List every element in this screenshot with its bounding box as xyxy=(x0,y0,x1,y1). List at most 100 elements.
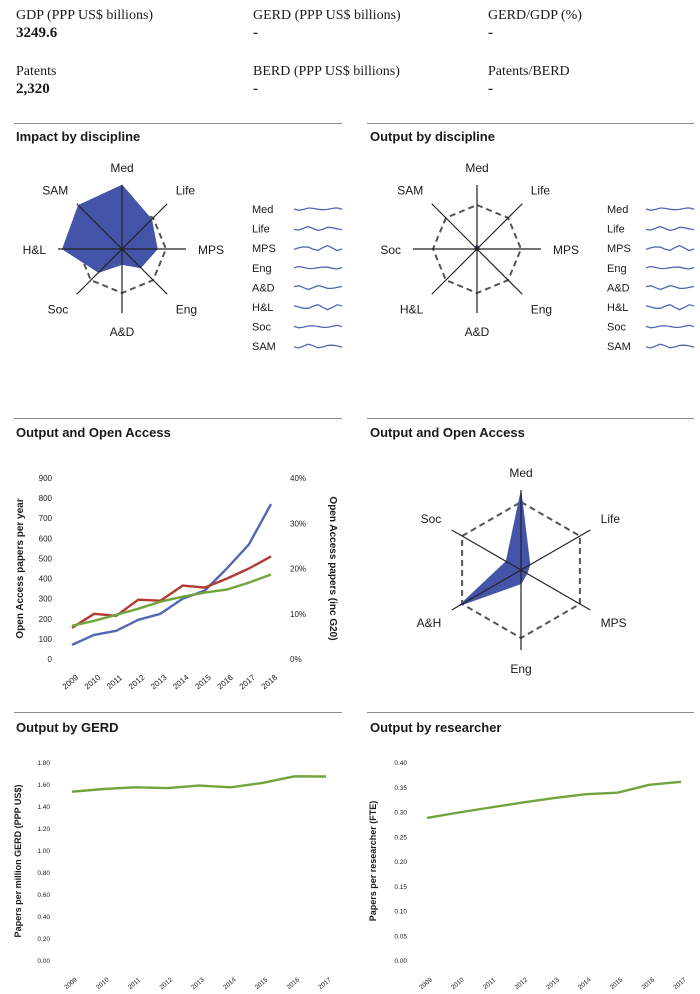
y-tick-label: 500 xyxy=(39,554,53,563)
y-tick-label: 1.00 xyxy=(37,848,50,855)
x-tick-label: 2017 xyxy=(672,976,688,991)
trend-sparkline xyxy=(293,207,343,211)
x-tick-label: 2016 xyxy=(285,976,301,991)
x-tick-label: 2011 xyxy=(127,976,143,991)
y-tick-label: 0.40 xyxy=(37,914,50,921)
radar-label-mps: MPS xyxy=(553,243,579,257)
radar-label-mps: MPS xyxy=(198,243,224,257)
trend-label-soc: Soc xyxy=(607,322,626,334)
stat-gdp: GDP (PPP US$ billions) 3249.6 xyxy=(16,8,153,42)
trend-label-sam: SAM xyxy=(252,341,276,353)
y-tick-label: 0.15 xyxy=(394,884,407,891)
y2-tick-label: 20% xyxy=(290,565,306,574)
radar-label-med: Med xyxy=(465,161,488,175)
y-tick-label: 900 xyxy=(39,474,53,483)
stat-patents-berd-label: Patents/BERD xyxy=(488,64,570,79)
x-tick-label: 2016 xyxy=(215,673,235,692)
y-tick-label: 100 xyxy=(39,635,53,644)
radar-label-med: Med xyxy=(509,466,532,480)
y-tick-label: 0.25 xyxy=(394,834,407,841)
radar-axis xyxy=(121,248,168,295)
stat-gerd-gdp: GERD/GDP (%) - xyxy=(488,8,582,42)
trend-sparkline xyxy=(293,265,343,270)
divider xyxy=(367,418,694,419)
y-tick-label: 0 xyxy=(48,655,53,664)
radar-label-life: Life xyxy=(531,183,551,197)
radar-label-eng: Eng xyxy=(176,303,197,317)
trend-label-life: Life xyxy=(252,224,270,236)
stat-patents-berd: Patents/BERD - xyxy=(488,64,570,98)
y2-tick-label: 30% xyxy=(290,519,306,528)
trend-sparkline xyxy=(293,304,343,311)
divider xyxy=(14,418,342,419)
radar-label-life: Life xyxy=(176,183,196,197)
x-tick-label: 2013 xyxy=(545,976,561,991)
section-title-oa-radar: Output and Open Access xyxy=(370,425,525,440)
radar-label-mps: MPS xyxy=(601,616,627,630)
stat-berd: BERD (PPP US$ billions) - xyxy=(253,64,400,98)
trend-sparkline xyxy=(293,284,343,291)
radar-label-life: Life xyxy=(601,512,621,526)
trend-label-eng: Eng xyxy=(607,263,627,275)
y-tick-label: 800 xyxy=(39,494,53,503)
radar-label-sam: SAM xyxy=(397,183,423,197)
x-tick-label: 2016 xyxy=(640,976,656,991)
divider xyxy=(14,123,342,124)
radar-label-a-h: A&H xyxy=(417,616,442,630)
stat-gerd-value: - xyxy=(253,25,258,41)
radar-label-a-d: A&D xyxy=(110,325,135,339)
divider xyxy=(14,712,342,713)
trend-label-mps: MPS xyxy=(252,243,276,255)
y2-tick-label: 10% xyxy=(290,610,306,619)
stat-gerd: GERD (PPP US$ billions) - xyxy=(253,8,401,42)
trend-label-med: Med xyxy=(252,204,273,216)
y-tick-label: 0.05 xyxy=(394,933,407,940)
trend-sparkline xyxy=(645,244,695,252)
x-tick-label: 2013 xyxy=(149,673,169,692)
x-tick-label: 2014 xyxy=(222,976,238,991)
stat-patents-berd-value: - xyxy=(488,81,493,97)
x-tick-label: 2010 xyxy=(450,976,466,991)
x-tick-label: 2013 xyxy=(190,976,206,991)
x-tick-label: 2014 xyxy=(171,673,191,692)
radar-axis xyxy=(476,248,523,295)
trend-label-h-l: H&L xyxy=(607,302,628,314)
y-tick-label: 200 xyxy=(39,615,53,624)
x-tick-label: 2009 xyxy=(418,976,434,991)
y-tick-label: 1.60 xyxy=(37,782,50,789)
series-line-green xyxy=(71,775,327,793)
y-axis-label: Open Access papers per year xyxy=(15,498,26,638)
radar-axis xyxy=(451,529,522,571)
radar-axis xyxy=(121,203,168,250)
radar-label-soc: Soc xyxy=(48,303,69,317)
stat-patents: Patents 2,320 xyxy=(16,64,56,98)
y-tick-label: 0.00 xyxy=(37,958,50,965)
trend-label-life: Life xyxy=(607,224,625,236)
y2-tick-label: 40% xyxy=(290,474,306,483)
trend-sparkline xyxy=(645,207,695,211)
y-tick-label: 0.10 xyxy=(394,909,407,916)
x-tick-label: 2009 xyxy=(61,673,81,692)
series-line-green xyxy=(426,780,682,820)
radar-label-eng: Eng xyxy=(510,662,531,676)
trend-sparkline xyxy=(293,244,343,252)
divider xyxy=(367,712,694,713)
y-tick-label: 1.80 xyxy=(37,760,50,767)
stat-gdp-value: 3249.6 xyxy=(16,25,58,41)
x-tick-label: 2012 xyxy=(158,976,174,991)
x-tick-label: 2017 xyxy=(317,976,333,991)
x-tick-label: 2012 xyxy=(513,976,529,991)
radar-label-a-d: A&D xyxy=(465,325,490,339)
series-line-red xyxy=(71,555,272,629)
radar-data-area xyxy=(458,491,531,607)
trend-sparkline xyxy=(645,324,695,329)
section-title-output: Output by discipline xyxy=(370,129,495,144)
section-title-researcher: Output by researcher xyxy=(370,720,502,735)
series-line-green xyxy=(71,573,272,627)
radar-label-h-l: H&L xyxy=(23,243,47,257)
trend-sparkline xyxy=(645,265,695,270)
trend-label-mps: MPS xyxy=(607,243,631,255)
stat-gdp-label: GDP (PPP US$ billions) xyxy=(16,8,154,23)
x-tick-label: 2018 xyxy=(260,673,280,692)
